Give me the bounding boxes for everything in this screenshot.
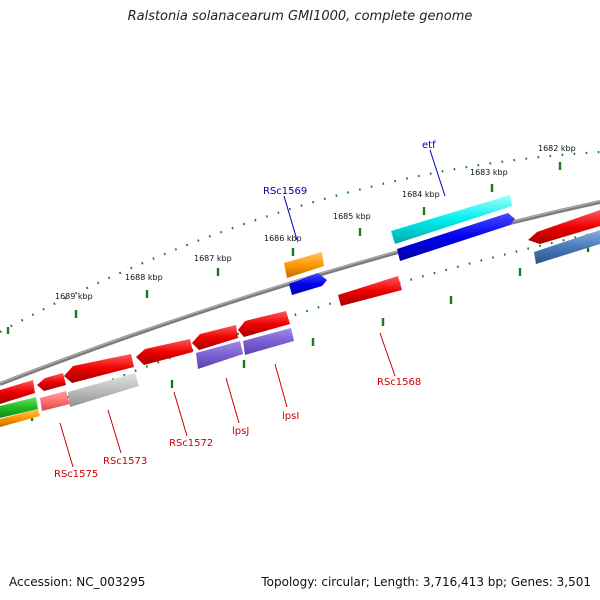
gene-purple-lpsj <box>196 341 243 369</box>
gene-red-rsc1568 <box>338 276 402 306</box>
map-title: Ralstonia solanacearum GMI1000, complete… <box>127 9 473 24</box>
kbp-label-1686: 1686 kbp <box>264 234 302 243</box>
outer-ruler <box>0 150 600 334</box>
label-rsc1573: RSc1573 <box>103 456 147 467</box>
accession-text: Accession: NC_003295 <box>9 575 146 589</box>
gene-steelblue-right-edge <box>534 230 600 264</box>
gene-red-b <box>64 354 134 383</box>
label-rsc1572: RSc1572 <box>169 438 213 449</box>
kbp-label-1682: 1682 kbp <box>538 144 576 153</box>
topology-text: Topology: circular; Length: 3,716,413 bp… <box>261 575 591 589</box>
kbp-label-1684: 1684 kbp <box>402 190 440 199</box>
gene-green <box>0 397 38 418</box>
gene-blue-large <box>397 213 515 261</box>
gene-purple-lpsi <box>243 328 294 355</box>
gene-blue-small <box>289 273 327 295</box>
gene-red-d <box>192 325 238 350</box>
inner-strand-genes <box>0 311 294 427</box>
kbp-label-1685: 1685 kbp <box>333 212 371 221</box>
gene-red-a <box>37 373 66 391</box>
label-rsc1569: RSc1569 <box>263 186 307 197</box>
gene-red-left-edge <box>0 380 35 404</box>
kbp-labels: 1689 kbp 1688 kbp 1687 kbp 1686 kbp 1685… <box>55 144 576 301</box>
label-rsc1575: RSc1575 <box>54 469 98 480</box>
gene-orange-rsc1569 <box>284 252 324 278</box>
label-lpsj: lpsJ <box>232 426 249 437</box>
kbp-label-1688: 1688 kbp <box>125 273 163 282</box>
gene-orange-left <box>0 409 40 427</box>
gene-cyan-etf <box>391 195 512 244</box>
gene-red-right-edge <box>528 210 600 244</box>
gene-red-e <box>238 311 290 337</box>
label-etf: etf <box>422 140 436 151</box>
outer-strand-genes <box>284 195 600 306</box>
gene-grey-rsc1573 <box>68 373 139 407</box>
gene-pink-rsc1575 <box>40 391 70 411</box>
leader-lines <box>59 149 446 468</box>
gene-labels: RSc1569 etf RSc1568 lpsI lpsJ RSc1572 RS… <box>54 140 436 480</box>
label-lpsi: lpsI <box>282 411 299 422</box>
label-rsc1568: RSc1568 <box>377 377 421 388</box>
kbp-label-1689: 1689 kbp <box>55 292 93 301</box>
kbp-label-1687: 1687 kbp <box>194 254 232 263</box>
kbp-label-1683: 1683 kbp <box>470 168 508 177</box>
gene-red-c <box>136 339 193 365</box>
